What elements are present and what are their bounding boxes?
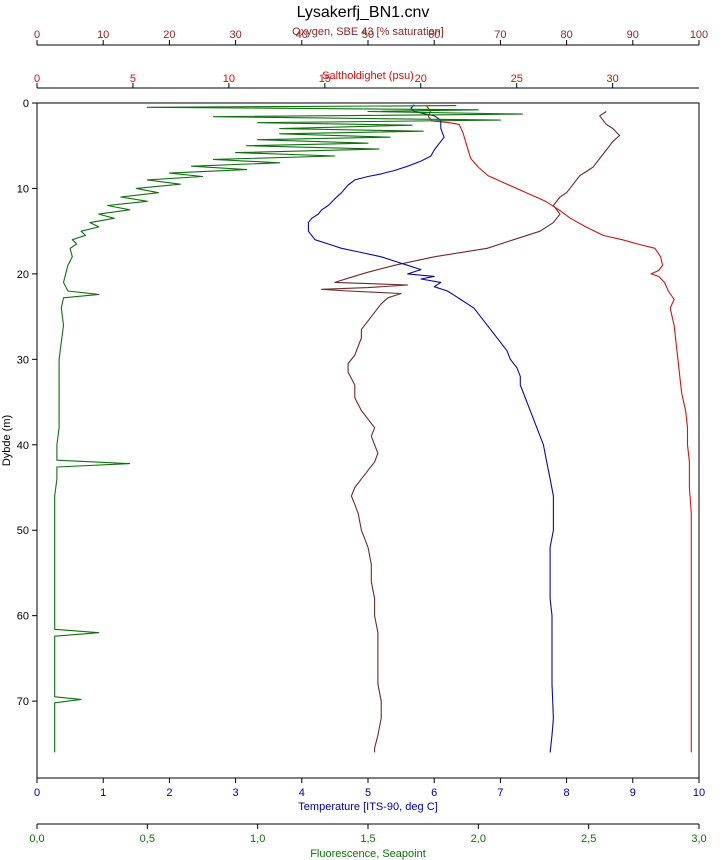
x-tick-label-temperature: 6 [431,787,437,799]
plot-area [36,102,700,779]
x-tick-label-temperature: 5 [365,787,371,799]
x-tick-label-salinity: 15 [319,73,331,85]
x-tick-label-oxygen: 50 [362,29,374,41]
x-tick-label-salinity: 0 [34,73,40,85]
x-tick-label-oxygen: 60 [428,29,440,41]
x-tick-label-temperature: 10 [693,787,705,799]
y-tick-label: 50 [17,525,29,537]
x-tick-label-oxygen: 90 [627,29,639,41]
x-tick-label-temperature: 2 [166,787,172,799]
x-tick-label-temperature: 3 [233,787,239,799]
x-tick-label-oxygen: 0 [34,29,40,41]
x-tick-label-temperature: 4 [299,787,305,799]
x-tick-label-oxygen: 30 [229,29,241,41]
y-tick-label: 10 [17,183,29,195]
x-tick-label-fluorescence: 3,0 [691,833,706,845]
x-tick-label-temperature: 1 [100,787,106,799]
x-tick-label-fluorescence: 2,0 [471,833,486,845]
x-tick-label-temperature: 0 [34,787,40,799]
x-tick-label-temperature: 7 [497,787,503,799]
x-tick-label-fluorescence: 2,5 [581,833,596,845]
x-tick-label-fluorescence: 1,5 [360,833,375,845]
x-tick-label-salinity: 20 [415,73,427,85]
x-tick-label-salinity: 30 [607,73,619,85]
x-tick-label-fluorescence: 0,5 [140,833,155,845]
x-axis-label-temperature: Temperature [ITS-90, deg C] [298,801,437,813]
x-tick-label-fluorescence: 0,0 [29,833,44,845]
x-tick-label-oxygen: 20 [163,29,175,41]
y-tick-label: 20 [17,269,29,281]
series-line-salinity [426,105,692,753]
x-axis-label-salinity: Saltholdighet (psu) [322,70,414,82]
x-tick-label-salinity: 10 [223,73,235,85]
chart-title: Lysakerfj_BN1.cnv [297,4,430,21]
y-tick-label: 0 [23,98,29,110]
series-line-temperature [307,104,554,753]
x-tick-label-oxygen: 10 [97,29,109,41]
series-line-oxygen [321,111,621,753]
series-layer [54,104,692,753]
x-tick-label-oxygen: 100 [690,29,708,41]
y-axis-label: Dybde (m) [1,415,13,466]
x-axis-label-fluorescence: Fluorescence, Seapoint [310,848,426,860]
x-tick-label-fluorescence: 1,0 [250,833,265,845]
x-tick-label-salinity: 25 [511,73,523,85]
y-tick-label: 40 [17,440,29,452]
series-line-fluorescence [54,105,524,753]
x-tick-label-salinity: 5 [130,73,136,85]
x-axis-label-oxygen: Oxygen, SBE 43 [% saturation] [292,26,444,38]
x-tick-label-oxygen: 40 [296,29,308,41]
x-tick-label-temperature: 9 [630,787,636,799]
x-tick-label-oxygen: 70 [494,29,506,41]
y-tick-label: 60 [17,611,29,623]
y-tick-label: 30 [17,354,29,366]
x-tick-label-oxygen: 80 [560,29,572,41]
y-tick-label: 70 [17,696,29,708]
x-tick-label-temperature: 8 [564,787,570,799]
